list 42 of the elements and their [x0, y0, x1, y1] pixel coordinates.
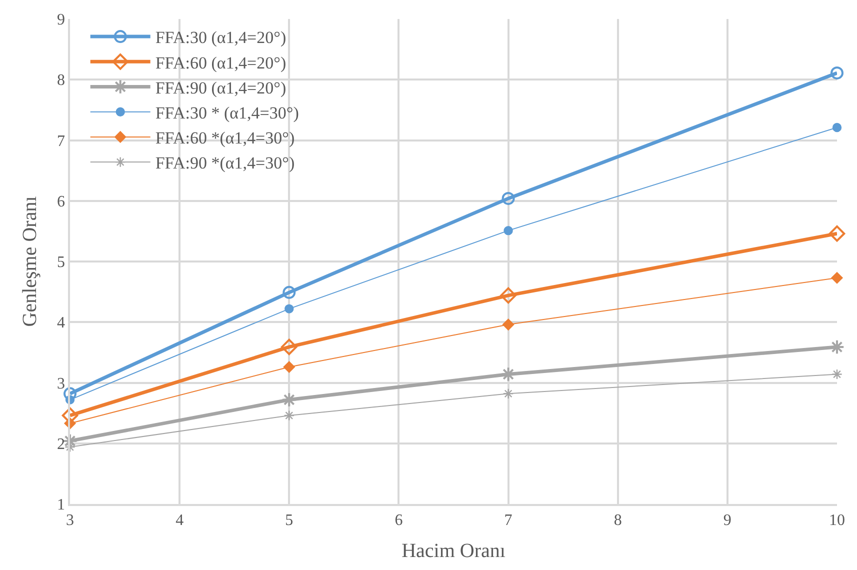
- point: [282, 392, 297, 408]
- y-tick-label: 9: [57, 12, 66, 29]
- point: [280, 338, 298, 356]
- x-axis-title: Hacim Oranı: [402, 540, 506, 562]
- y-axis-title: Genleşme Oranı: [19, 196, 42, 327]
- x-tick-label: 4: [176, 512, 184, 529]
- point: [500, 366, 516, 382]
- y-tick-label: 3: [57, 375, 66, 392]
- point: [832, 368, 842, 380]
- point: [502, 388, 514, 400]
- legend-label: FFA:30 * (α1,4=30°): [155, 103, 299, 122]
- point: [284, 410, 295, 421]
- legend-label: FFA:60 (α1,4=20°): [155, 53, 286, 72]
- point: [832, 122, 842, 132]
- point: [831, 272, 843, 284]
- y-tick-label: 1: [57, 496, 66, 514]
- y-tick-label: 2: [57, 436, 66, 453]
- x-tick-label: 10: [829, 512, 845, 529]
- y-tick-label: 4: [57, 314, 66, 332]
- point: [64, 387, 76, 400]
- y-tick-label: 5: [57, 254, 66, 272]
- point: [283, 361, 295, 373]
- x-tick-label: 5: [285, 512, 294, 529]
- x-tick-label: 6: [394, 512, 403, 529]
- point: [504, 226, 513, 236]
- point: [284, 304, 294, 314]
- y-tick-label: 7: [57, 132, 66, 150]
- point: [502, 192, 515, 205]
- point: [500, 287, 516, 304]
- y-tick-label: 8: [57, 72, 66, 90]
- x-tick-label: 7: [504, 512, 512, 529]
- point: [828, 225, 846, 242]
- y-tick-label: 6: [57, 193, 66, 210]
- legend-label: FFA:90 (α1,4=20°): [155, 78, 286, 98]
- point: [830, 66, 844, 80]
- point: [282, 286, 296, 299]
- legend-label: FFA:30 (α1,4=20°): [155, 28, 286, 48]
- legend-label: FFA:90 *(α1,4=30°): [155, 154, 295, 173]
- point: [502, 318, 514, 330]
- x-tick-label: 9: [723, 512, 732, 529]
- legend-label: FFA:60 *(α1,4=30°): [155, 128, 295, 148]
- x-tick-label: 8: [614, 512, 622, 529]
